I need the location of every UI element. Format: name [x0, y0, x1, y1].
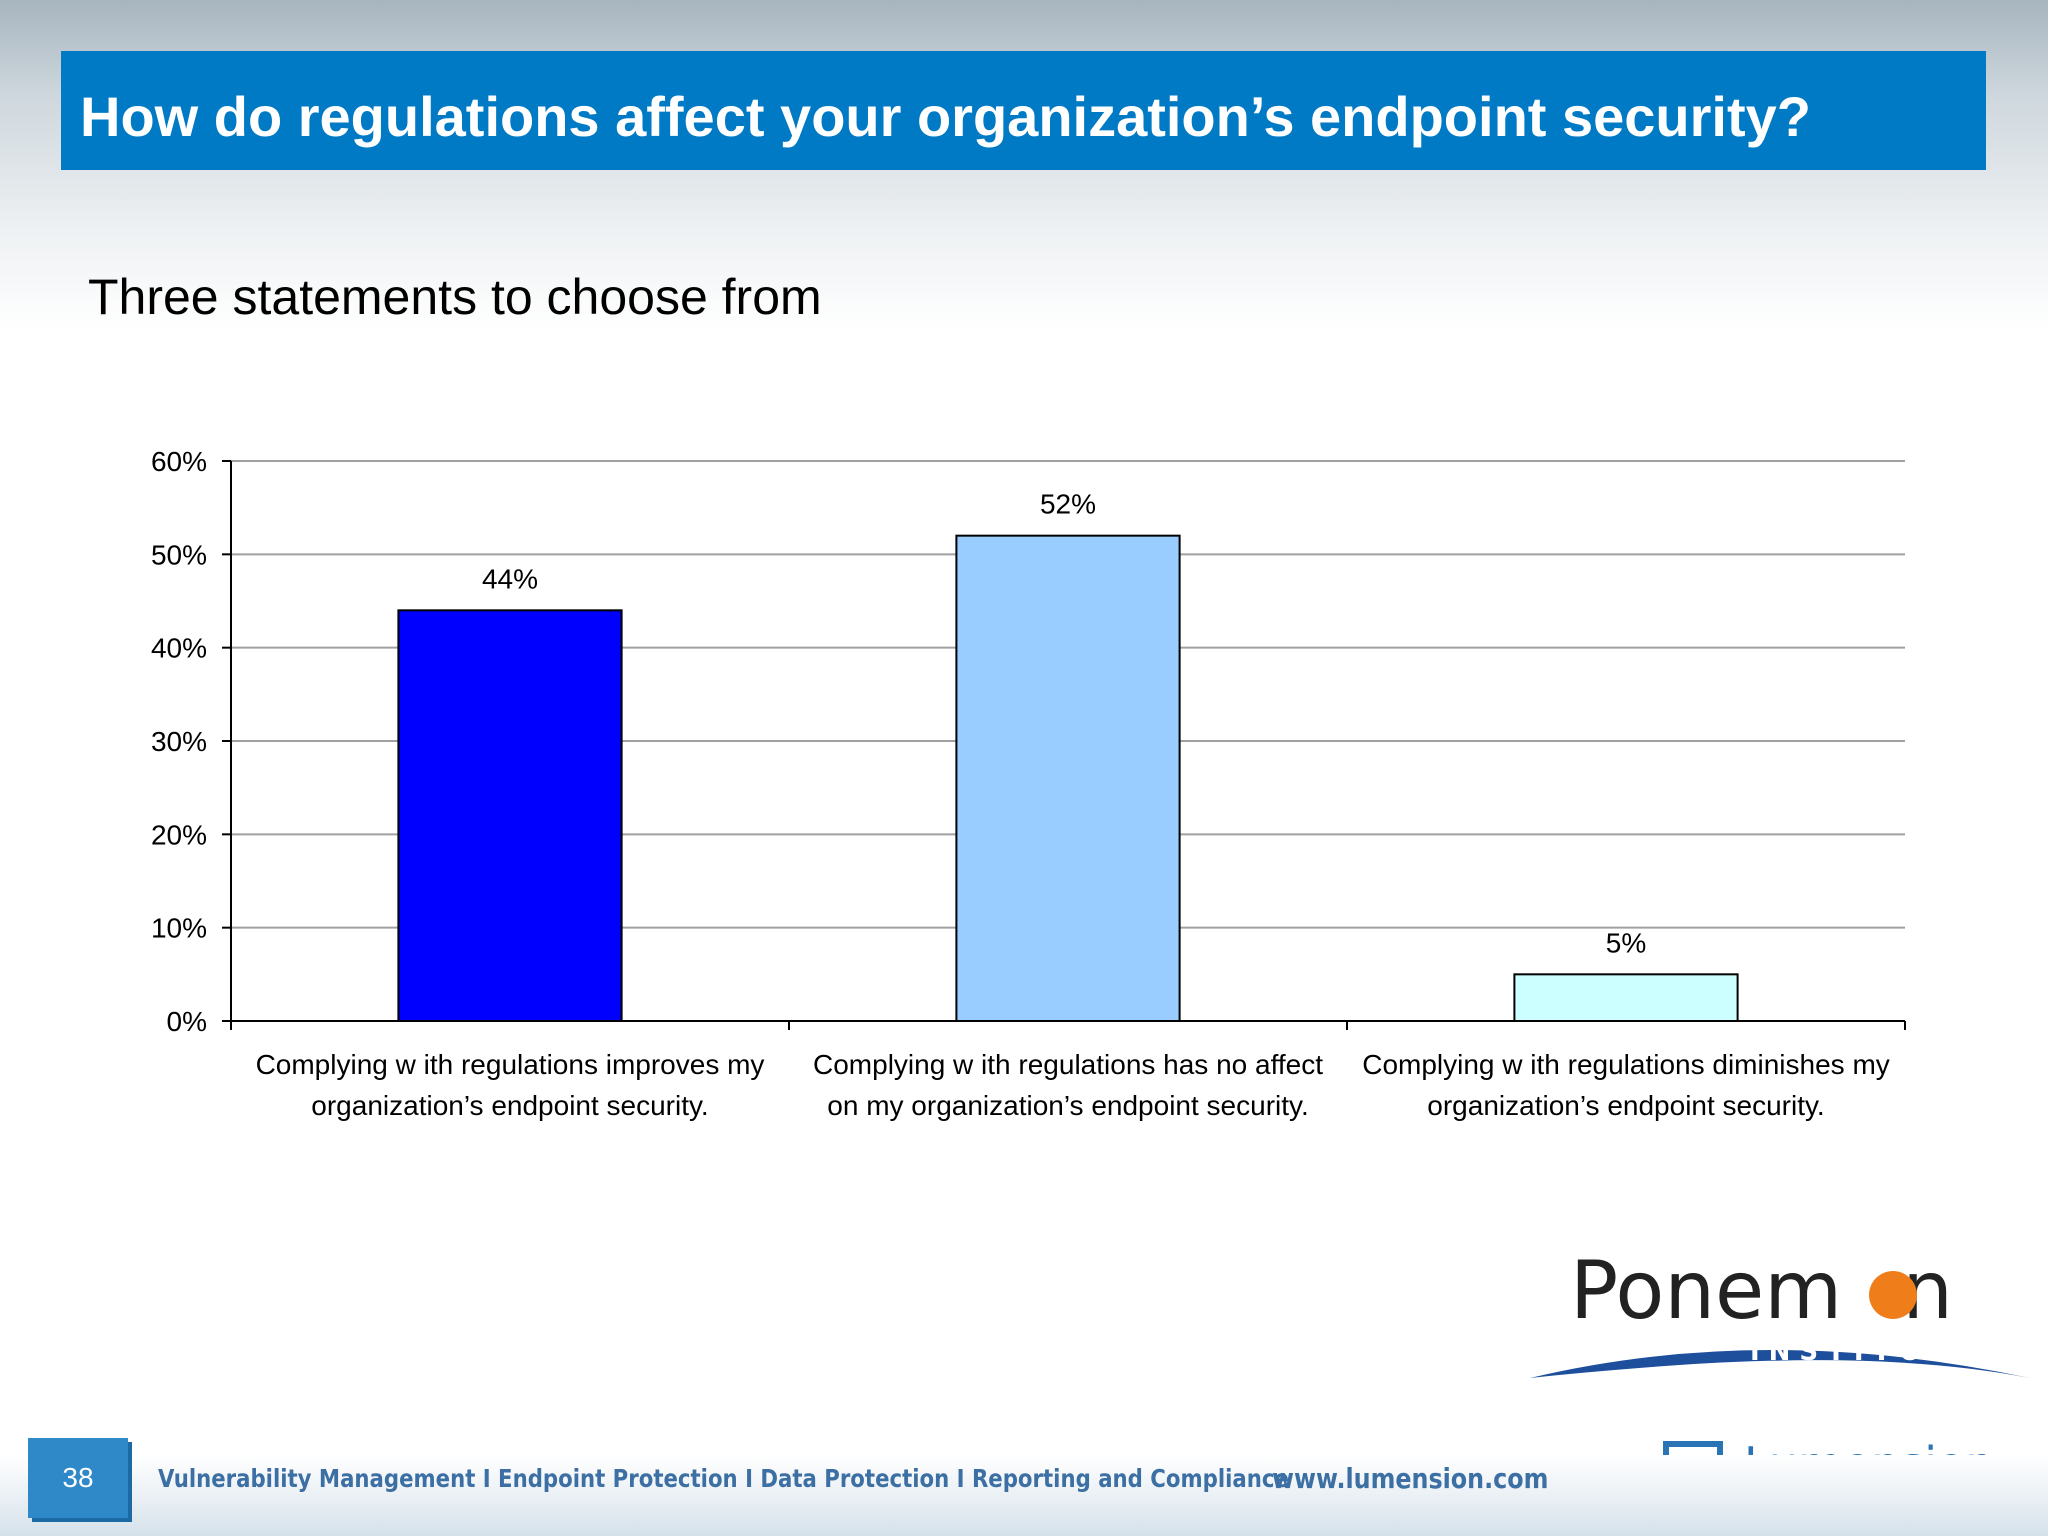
y-tick-label: 50%: [151, 539, 207, 570]
category-label: on my organization’s endpoint security.: [827, 1090, 1308, 1121]
footer-background: [0, 1455, 2048, 1536]
page-number: 38: [62, 1462, 94, 1493]
category-label: Complying w ith regulations improves my: [256, 1049, 765, 1080]
y-tick-label: 40%: [151, 633, 207, 664]
category-label: organization’s endpoint security.: [311, 1090, 708, 1121]
data-label: 52%: [1040, 489, 1096, 520]
ponemon-swoosh: [1530, 1350, 2030, 1378]
y-tick-label: 60%: [151, 446, 207, 477]
category-label: Complying w ith regulations has no affec…: [813, 1049, 1323, 1080]
bar: [955, 534, 1181, 1023]
y-tick-label: 30%: [151, 726, 207, 757]
data-label: 44%: [482, 563, 538, 594]
bar: [397, 609, 623, 1022]
data-label: 5%: [1606, 927, 1646, 958]
bar-chart: 0% 10% 20% 30% 40% 50% 60% 44% Complying w ith r…: [151, 446, 1906, 1121]
footer-url[interactable]: www.lumension.com: [1272, 1462, 1549, 1495]
footer-tagline: Vulnerability Management I Endpoint Prot…: [158, 1464, 1289, 1493]
ponemon-logo: Ponem n INSTITUTE: [1530, 1244, 2030, 1378]
ponemon-dot-icon: [1869, 1271, 1917, 1319]
y-tick-label: 10%: [151, 913, 207, 944]
y-tick-label: 20%: [151, 819, 207, 850]
bar: [1513, 973, 1739, 1022]
ponemon-institute-label: INSTITUTE: [1750, 1337, 1983, 1367]
category-label: organization’s endpoint security.: [1427, 1090, 1824, 1121]
slide-subtitle: Three statements to choose from: [88, 269, 822, 325]
y-tick-label: 0%: [167, 1006, 207, 1037]
slide-title: How do regulations affect your organizat…: [80, 85, 1811, 148]
page-number-box: [28, 1438, 128, 1518]
title-banner: [61, 51, 1986, 170]
category-label: Complying w ith regulations diminishes m…: [1362, 1049, 1890, 1080]
